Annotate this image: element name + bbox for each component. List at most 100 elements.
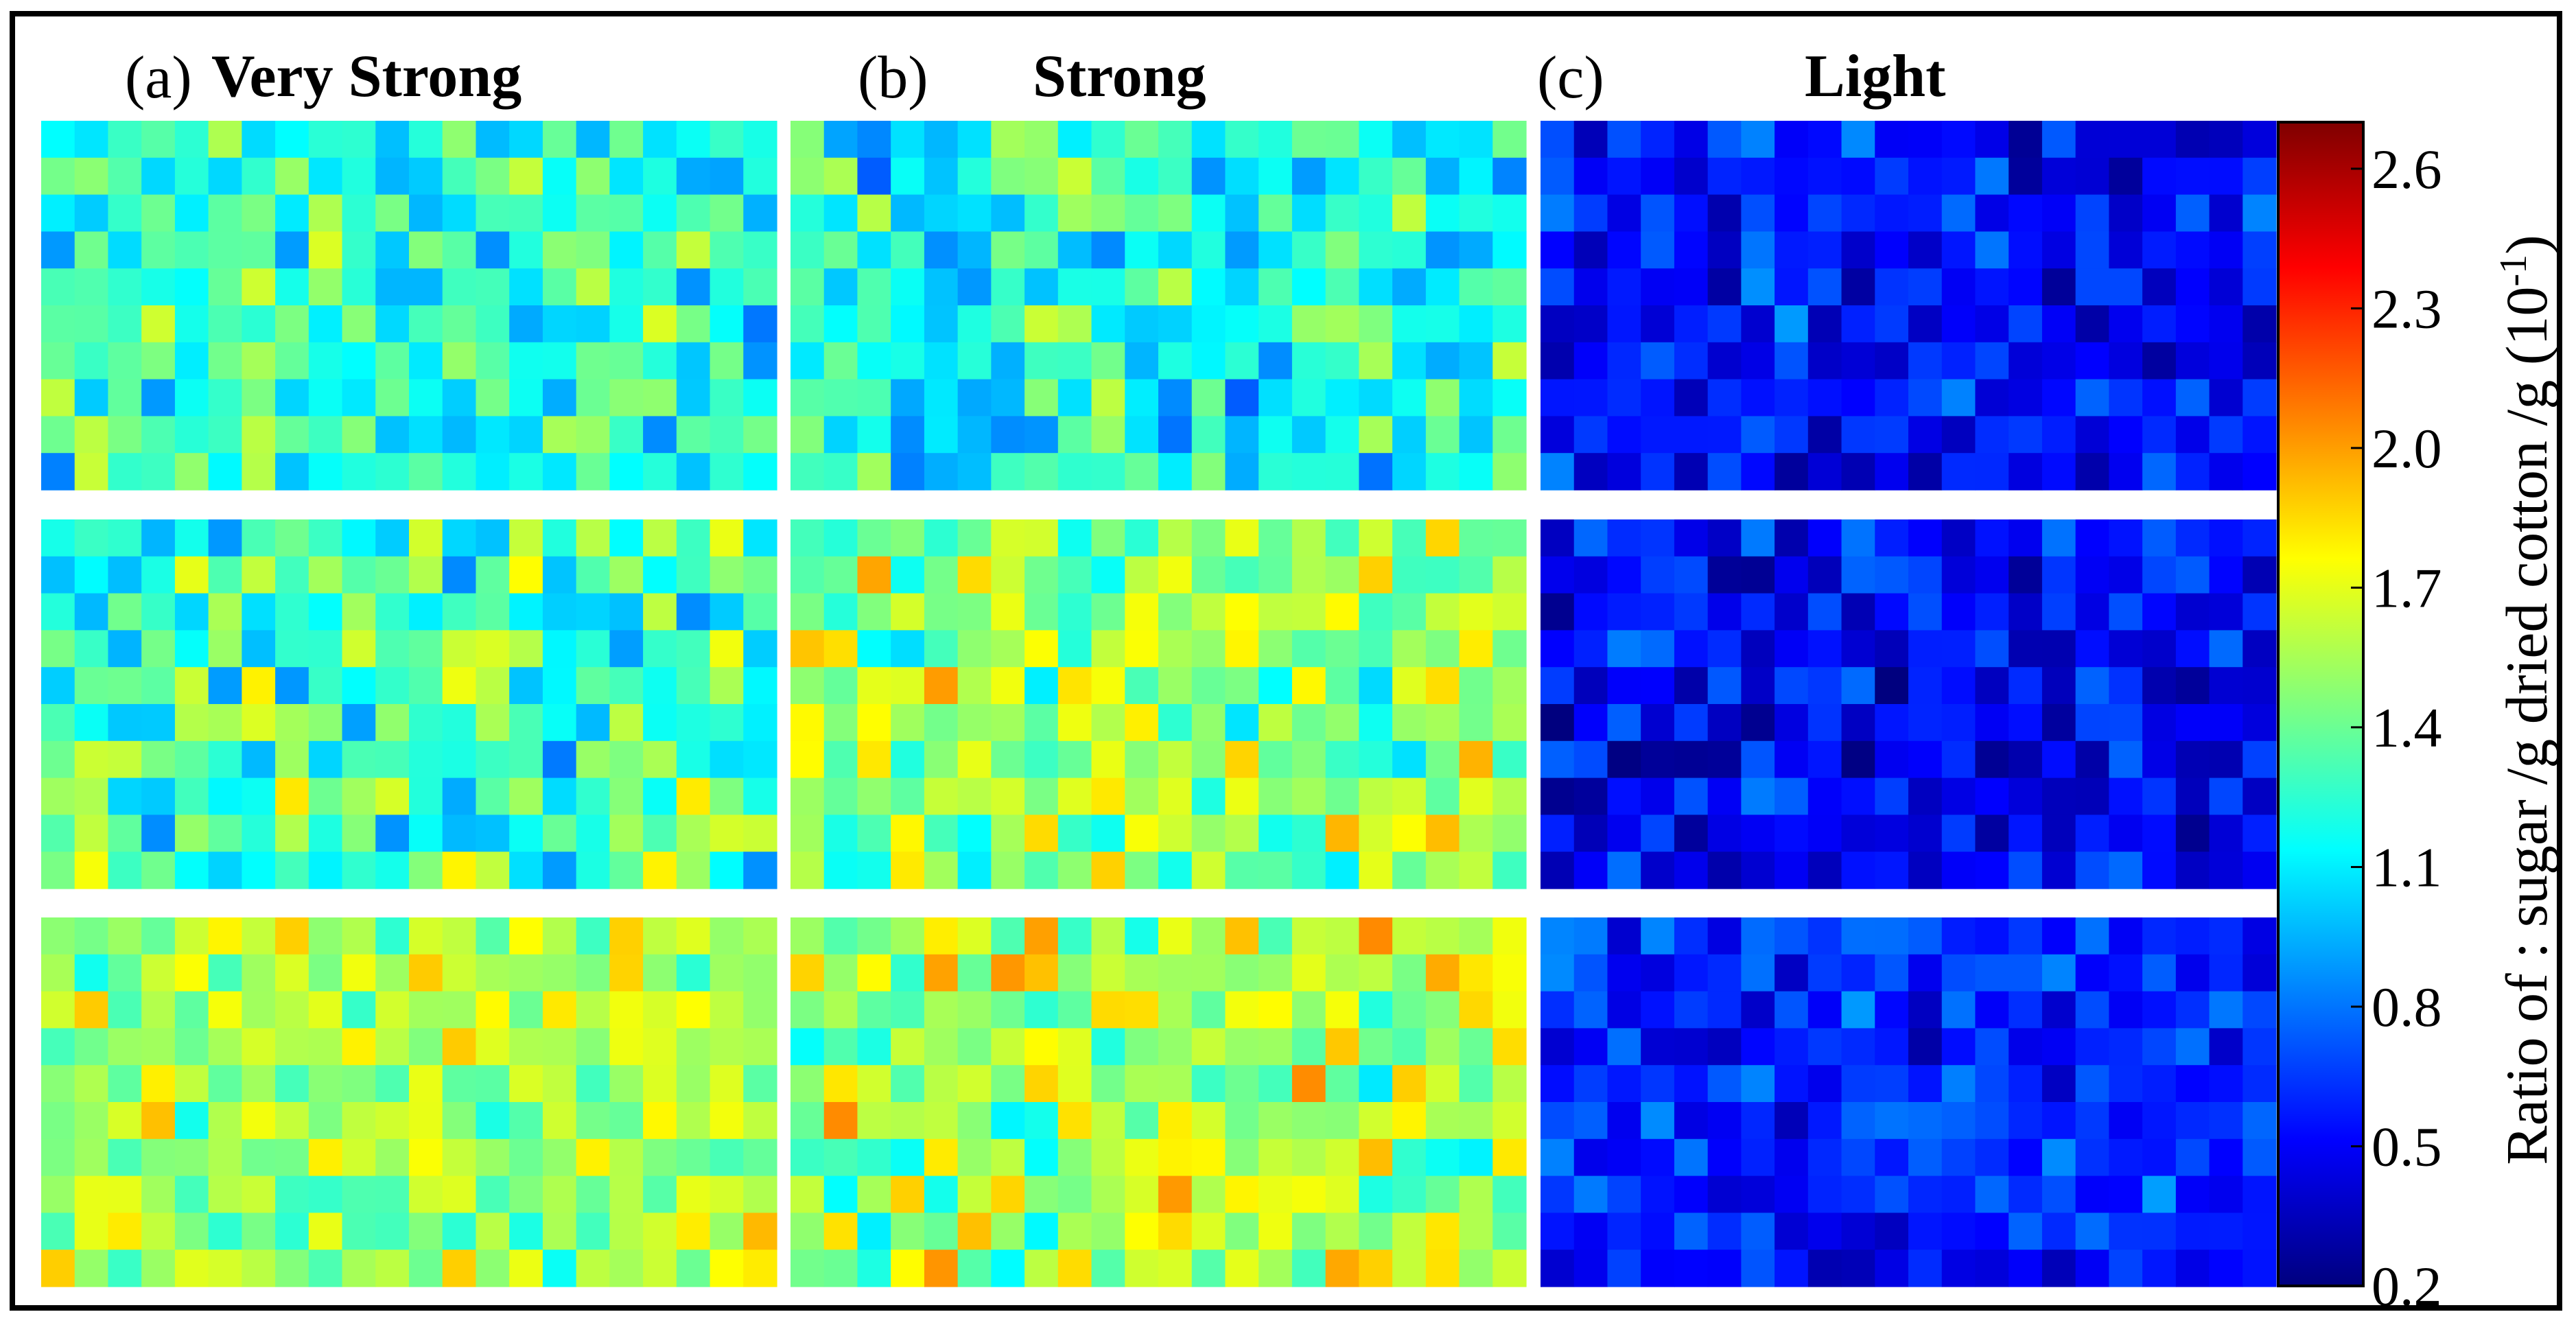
heatmap-cell [2041, 704, 2076, 742]
heatmap-cell [1807, 1065, 1842, 1103]
heatmap-cell [1425, 121, 1460, 159]
heatmap-cell [208, 556, 242, 594]
heatmap-cell [1392, 342, 1427, 380]
heatmap-cell [1607, 1138, 1641, 1177]
heatmap-cell [1807, 416, 1842, 454]
heatmap-cell [2041, 1138, 2076, 1177]
heatmap-cell [2009, 1250, 2043, 1287]
heatmap-cell [1291, 704, 1326, 742]
heatmap-cell [891, 453, 925, 491]
heatmap-cell [957, 379, 992, 417]
heatmap-cell [542, 453, 577, 491]
heatmap-cell [1225, 1138, 1259, 1177]
heatmap-cell [1741, 667, 1775, 705]
heatmap-cell [108, 630, 142, 668]
heatmap-cell [676, 342, 711, 380]
heatmap-cell [409, 231, 443, 269]
heatmap-cell [1707, 1175, 1742, 1213]
heatmap-cell [823, 667, 858, 705]
heatmap-cell [308, 379, 343, 417]
heatmap-cell [1492, 268, 1527, 306]
heatmap-cell [1024, 416, 1059, 454]
heatmap-cell [1024, 1213, 1059, 1250]
heatmap-cell [141, 1213, 176, 1250]
heatmap-cell [442, 556, 477, 594]
heatmap-cell [342, 704, 376, 742]
heatmap-cell [1191, 667, 1226, 705]
heatmap-cell [74, 121, 109, 159]
heatmap-cell [1459, 815, 1493, 852]
heatmap-cell [1908, 667, 1943, 705]
heatmap-cell [1125, 1102, 1159, 1140]
heatmap-cell [991, 121, 1025, 159]
heatmap-cell [1573, 121, 1608, 159]
heatmap-cell [476, 379, 510, 417]
heatmap-cell [1541, 815, 1575, 852]
heatmap-cell [1492, 194, 1527, 232]
heatmap-cell [576, 268, 610, 306]
heatmap-cell [1573, 667, 1608, 705]
heatmap-cell [1359, 667, 1393, 705]
figure-frame [10, 11, 2562, 1311]
heatmap-cell [242, 305, 276, 343]
heatmap-cell [891, 231, 925, 269]
heatmap-cell [1707, 453, 1742, 491]
heatmap-cell [1225, 379, 1259, 417]
heatmap-cell [2142, 1213, 2177, 1250]
panel-c-title: Light [1805, 43, 1946, 110]
heatmap-cell [242, 416, 276, 454]
heatmap-cell [342, 268, 376, 306]
heatmap-cell [2041, 740, 2076, 779]
heatmap-cell [2109, 268, 2143, 306]
heatmap-cell [208, 268, 242, 306]
heatmap-cell [1741, 740, 1775, 779]
heatmap-cell [2142, 630, 2177, 668]
heatmap-cell [1707, 1102, 1742, 1140]
heatmap-cell [676, 1028, 711, 1066]
heatmap-cell [710, 342, 744, 380]
heatmap-light-sample-2 [1541, 519, 2277, 889]
heatmap-cell [823, 305, 858, 343]
heatmap-cell [275, 667, 309, 705]
heatmap-cell [2175, 630, 2210, 668]
heatmap-cell [308, 917, 343, 955]
heatmap-cell [891, 1102, 925, 1140]
heatmap-cell [1573, 852, 1608, 889]
heatmap-cell [1807, 777, 1842, 815]
heatmap-cell [1875, 954, 1909, 992]
heatmap-cell [1807, 231, 1842, 269]
heatmap-cell [1941, 416, 1976, 454]
heatmap-cell [1975, 305, 2009, 343]
heatmap-cell [141, 954, 176, 992]
heatmap-cell [509, 917, 543, 955]
heatmap-cell [275, 630, 309, 668]
heatmap-cell [743, 704, 777, 742]
heatmap-cell [74, 1250, 109, 1287]
heatmap-cell [924, 852, 959, 889]
heatmap-cell [1359, 342, 1393, 380]
heatmap-cell [643, 852, 677, 889]
heatmap-cell [891, 1250, 925, 1287]
heatmap-cell [1258, 1028, 1293, 1066]
heatmap-cell [1641, 268, 1675, 306]
heatmap-cell [442, 268, 477, 306]
heatmap-cell [308, 194, 343, 232]
heatmap-cell [1807, 453, 1842, 491]
heatmap-cell [2041, 231, 2076, 269]
heatmap-cell [308, 815, 343, 852]
heatmap-cell [1941, 777, 1976, 815]
heatmap-cell [2109, 740, 2143, 779]
heatmap-cell [1057, 704, 1092, 742]
heatmap-cell [2075, 1213, 2109, 1250]
heatmap-cell [141, 157, 176, 196]
heatmap-cell [1807, 852, 1842, 889]
heatmap-cell [924, 1065, 959, 1103]
heatmap-cell [1057, 1175, 1092, 1213]
heatmap-cell [1158, 453, 1193, 491]
heatmap-cell [375, 556, 410, 594]
heatmap-cell [1908, 379, 1943, 417]
heatmap-cell [2209, 231, 2243, 269]
heatmap-cell [2075, 852, 2109, 889]
heatmap-cell [2075, 453, 2109, 491]
heatmap-cell [1573, 740, 1608, 779]
